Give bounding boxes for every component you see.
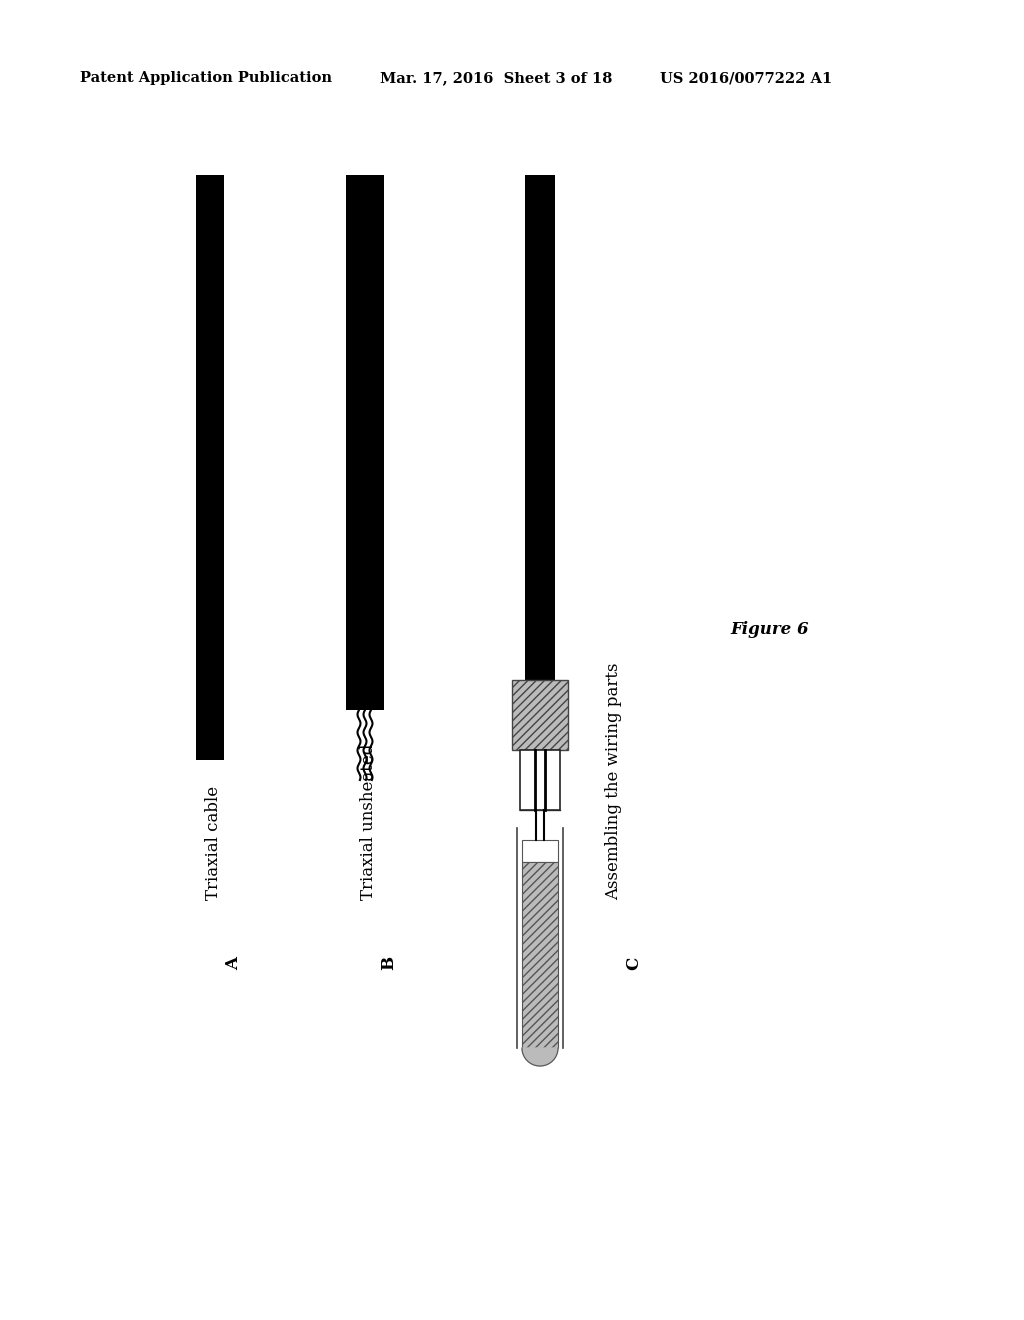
Text: Assembling the wiring parts: Assembling the wiring parts bbox=[605, 663, 622, 900]
Bar bbox=[522, 862, 558, 1048]
Text: US 2016/0077222 A1: US 2016/0077222 A1 bbox=[660, 71, 833, 84]
Polygon shape bbox=[522, 1048, 558, 1067]
Text: B: B bbox=[380, 956, 397, 970]
Bar bbox=[520, 750, 560, 810]
Text: C: C bbox=[625, 957, 642, 970]
Bar bbox=[522, 840, 558, 862]
Text: Mar. 17, 2016  Sheet 3 of 18: Mar. 17, 2016 Sheet 3 of 18 bbox=[380, 71, 612, 84]
Bar bbox=[512, 680, 568, 750]
Bar bbox=[525, 176, 555, 680]
Text: Figure 6: Figure 6 bbox=[730, 622, 809, 639]
Text: Patent Application Publication: Patent Application Publication bbox=[80, 71, 332, 84]
Text: Triaxial cable: Triaxial cable bbox=[205, 785, 222, 900]
Text: Triaxial unsheated: Triaxial unsheated bbox=[360, 743, 377, 900]
Text: A: A bbox=[225, 957, 242, 970]
Bar bbox=[196, 176, 224, 760]
Bar bbox=[346, 176, 384, 710]
